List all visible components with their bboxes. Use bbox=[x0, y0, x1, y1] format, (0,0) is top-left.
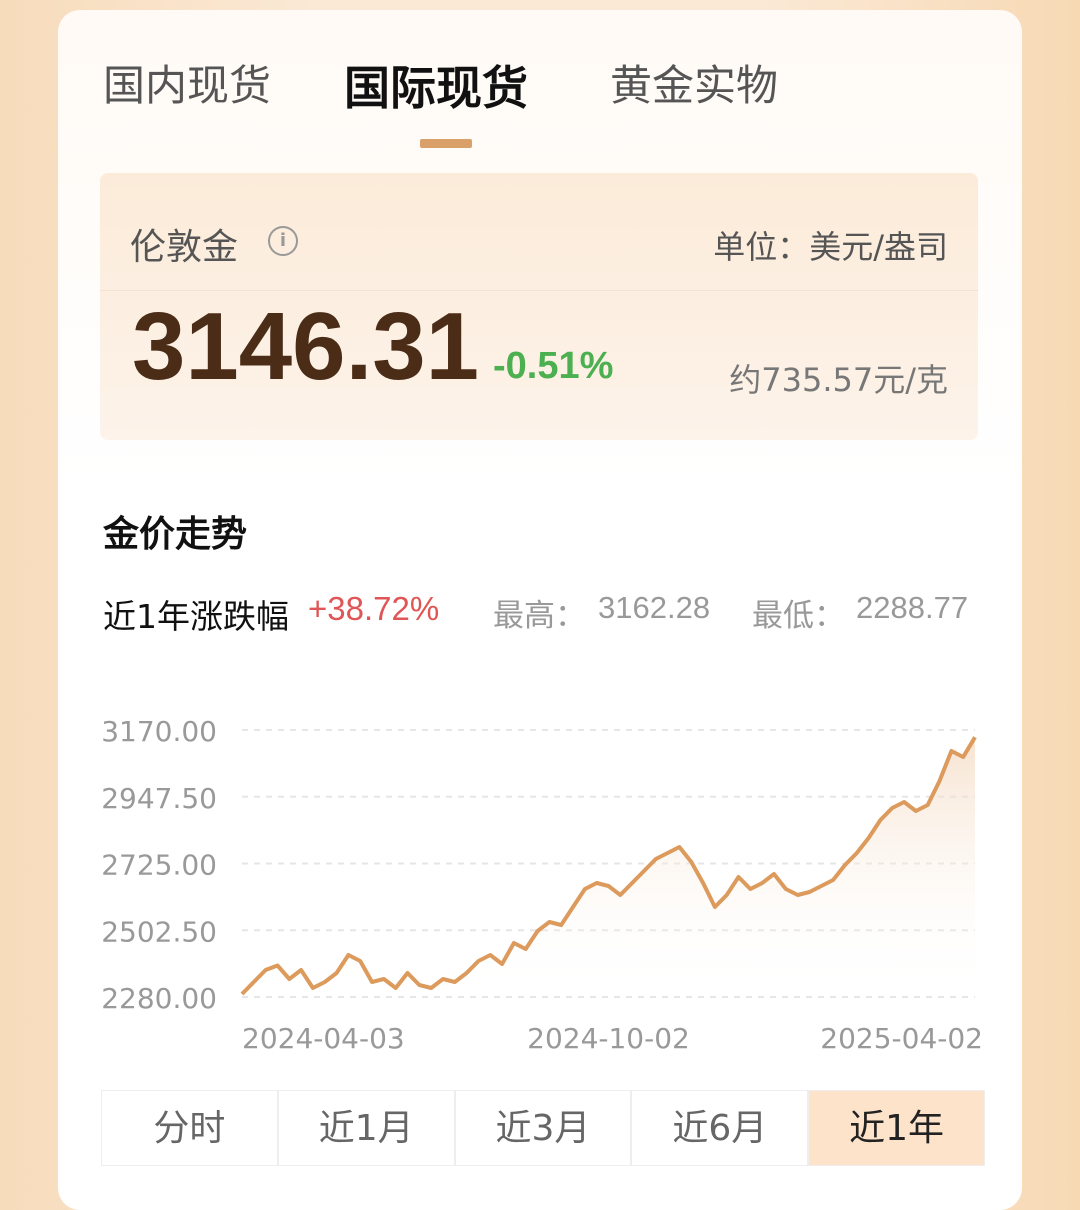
high-label: 最高： bbox=[493, 598, 586, 634]
change: -0.51% bbox=[493, 345, 614, 387]
tab[interactable]: 国内现货 bbox=[103, 61, 272, 110]
high-value: 3162.28 bbox=[598, 590, 711, 625]
range-button[interactable]: 分时 bbox=[101, 1090, 278, 1166]
tab[interactable]: 黄金实物 bbox=[610, 61, 779, 110]
quote-name: 伦敦金 bbox=[130, 227, 239, 268]
low-label: 最低： bbox=[752, 598, 845, 634]
tab-indicator bbox=[420, 139, 472, 148]
period-change: +38.72% bbox=[308, 590, 440, 627]
tab[interactable]: 国际现货 bbox=[344, 61, 528, 115]
approx-price: 约735.57元/克 bbox=[729, 361, 948, 399]
range-button[interactable]: 近1年 bbox=[808, 1090, 985, 1166]
low-value: 2288.77 bbox=[856, 590, 969, 625]
info-icon[interactable]: i bbox=[268, 226, 298, 256]
range-button[interactable]: 近3月 bbox=[454, 1090, 632, 1166]
unit: 单位：美元/盎司 bbox=[713, 228, 948, 266]
quote-box bbox=[100, 173, 978, 440]
range-button[interactable]: 近6月 bbox=[631, 1090, 809, 1166]
period-label: 近1年涨跌幅 bbox=[103, 597, 289, 636]
price: 3146.31 bbox=[132, 293, 480, 400]
range-button[interactable]: 近1月 bbox=[277, 1090, 455, 1166]
section-title: 金价走势 bbox=[103, 514, 248, 555]
divider bbox=[100, 290, 978, 291]
